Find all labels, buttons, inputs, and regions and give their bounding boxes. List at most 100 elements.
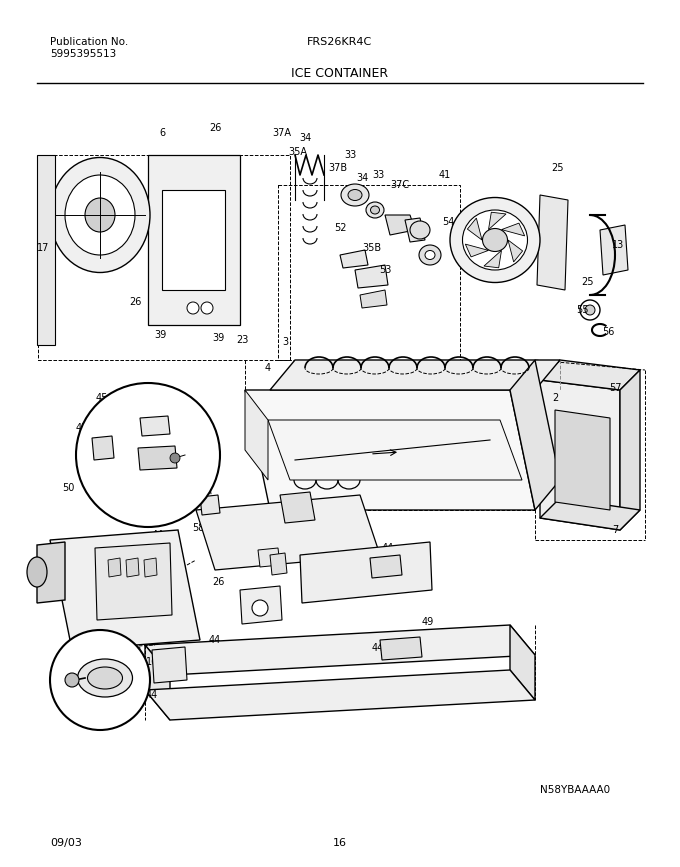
Polygon shape bbox=[370, 555, 402, 578]
Text: 49: 49 bbox=[422, 617, 434, 627]
Polygon shape bbox=[280, 492, 315, 523]
Polygon shape bbox=[360, 290, 387, 308]
Ellipse shape bbox=[341, 184, 369, 206]
Text: 44: 44 bbox=[209, 635, 221, 645]
Polygon shape bbox=[340, 250, 368, 268]
Text: 26: 26 bbox=[129, 297, 141, 307]
Polygon shape bbox=[540, 360, 640, 390]
Circle shape bbox=[580, 300, 600, 320]
Text: 35A: 35A bbox=[288, 147, 307, 157]
Text: N58YBAAAA0: N58YBAAAA0 bbox=[540, 785, 610, 795]
Text: 26: 26 bbox=[211, 577, 224, 587]
Circle shape bbox=[252, 600, 268, 616]
Polygon shape bbox=[300, 542, 432, 603]
Circle shape bbox=[50, 630, 150, 730]
Ellipse shape bbox=[50, 158, 150, 272]
Text: 7: 7 bbox=[612, 525, 618, 535]
Text: 58: 58 bbox=[192, 523, 204, 533]
Polygon shape bbox=[380, 637, 422, 660]
Ellipse shape bbox=[348, 190, 362, 200]
Ellipse shape bbox=[462, 210, 528, 270]
Text: 39: 39 bbox=[212, 333, 224, 343]
Polygon shape bbox=[145, 670, 535, 720]
Polygon shape bbox=[540, 380, 620, 530]
Text: 53: 53 bbox=[379, 265, 391, 275]
Polygon shape bbox=[138, 446, 177, 470]
Text: 50: 50 bbox=[62, 483, 74, 493]
Text: 16: 16 bbox=[333, 838, 347, 848]
Polygon shape bbox=[502, 223, 525, 236]
Polygon shape bbox=[385, 215, 415, 235]
Text: 37A: 37A bbox=[273, 128, 292, 138]
Text: 45A: 45A bbox=[182, 485, 201, 495]
Ellipse shape bbox=[85, 198, 115, 232]
Text: 26: 26 bbox=[306, 460, 318, 470]
Polygon shape bbox=[196, 495, 380, 570]
Polygon shape bbox=[484, 251, 502, 268]
Text: 37B: 37B bbox=[328, 163, 347, 173]
Text: 33: 33 bbox=[344, 150, 356, 160]
Polygon shape bbox=[270, 360, 560, 390]
Text: 44: 44 bbox=[142, 587, 154, 597]
Text: 35B: 35B bbox=[362, 243, 381, 253]
Circle shape bbox=[76, 383, 220, 527]
Text: 25: 25 bbox=[551, 163, 564, 173]
Text: 48: 48 bbox=[192, 483, 204, 493]
Text: 20: 20 bbox=[66, 607, 78, 617]
Ellipse shape bbox=[366, 202, 384, 218]
Text: 44: 44 bbox=[382, 543, 394, 553]
Text: 34: 34 bbox=[299, 133, 311, 143]
Ellipse shape bbox=[78, 659, 133, 697]
Text: Publication No.: Publication No. bbox=[50, 37, 129, 47]
Polygon shape bbox=[540, 498, 640, 530]
Text: 45: 45 bbox=[96, 393, 108, 403]
Text: 23: 23 bbox=[236, 335, 248, 345]
Text: 44: 44 bbox=[372, 643, 384, 653]
Polygon shape bbox=[140, 416, 170, 436]
Polygon shape bbox=[245, 390, 268, 480]
Polygon shape bbox=[268, 420, 522, 480]
Text: 18: 18 bbox=[36, 567, 48, 577]
Polygon shape bbox=[37, 542, 65, 603]
Polygon shape bbox=[145, 625, 535, 675]
Text: 51: 51 bbox=[245, 543, 258, 553]
Ellipse shape bbox=[419, 245, 441, 265]
Text: 34: 34 bbox=[356, 173, 368, 183]
Text: 46: 46 bbox=[302, 543, 314, 553]
Polygon shape bbox=[355, 265, 388, 288]
Text: 57: 57 bbox=[609, 383, 622, 393]
Text: 55: 55 bbox=[576, 305, 588, 315]
Polygon shape bbox=[37, 155, 55, 345]
Text: 45C: 45C bbox=[75, 423, 95, 433]
Polygon shape bbox=[92, 436, 114, 460]
Polygon shape bbox=[240, 586, 282, 624]
Text: 09/03: 09/03 bbox=[50, 838, 82, 848]
Text: 54: 54 bbox=[442, 217, 454, 227]
Text: 16: 16 bbox=[146, 657, 158, 667]
Text: 45D: 45D bbox=[158, 403, 178, 413]
Circle shape bbox=[187, 302, 199, 314]
Polygon shape bbox=[108, 558, 121, 577]
Polygon shape bbox=[245, 390, 535, 510]
Text: 2: 2 bbox=[552, 393, 558, 403]
Text: 4: 4 bbox=[265, 363, 271, 373]
Text: 56: 56 bbox=[602, 327, 614, 337]
Text: 47: 47 bbox=[279, 493, 291, 503]
Circle shape bbox=[585, 305, 595, 315]
Ellipse shape bbox=[483, 229, 507, 251]
Polygon shape bbox=[488, 212, 506, 230]
Ellipse shape bbox=[27, 557, 47, 587]
Text: 10: 10 bbox=[264, 557, 276, 567]
Text: 17: 17 bbox=[37, 243, 49, 253]
Text: 6: 6 bbox=[159, 128, 165, 138]
Polygon shape bbox=[555, 410, 610, 510]
Polygon shape bbox=[95, 543, 172, 620]
Ellipse shape bbox=[450, 198, 540, 283]
Text: 21: 21 bbox=[242, 593, 254, 603]
Ellipse shape bbox=[425, 251, 435, 259]
Text: 33: 33 bbox=[372, 170, 384, 180]
Polygon shape bbox=[126, 558, 139, 577]
Circle shape bbox=[201, 302, 213, 314]
Text: 37C: 37C bbox=[390, 180, 409, 190]
Polygon shape bbox=[465, 244, 488, 257]
